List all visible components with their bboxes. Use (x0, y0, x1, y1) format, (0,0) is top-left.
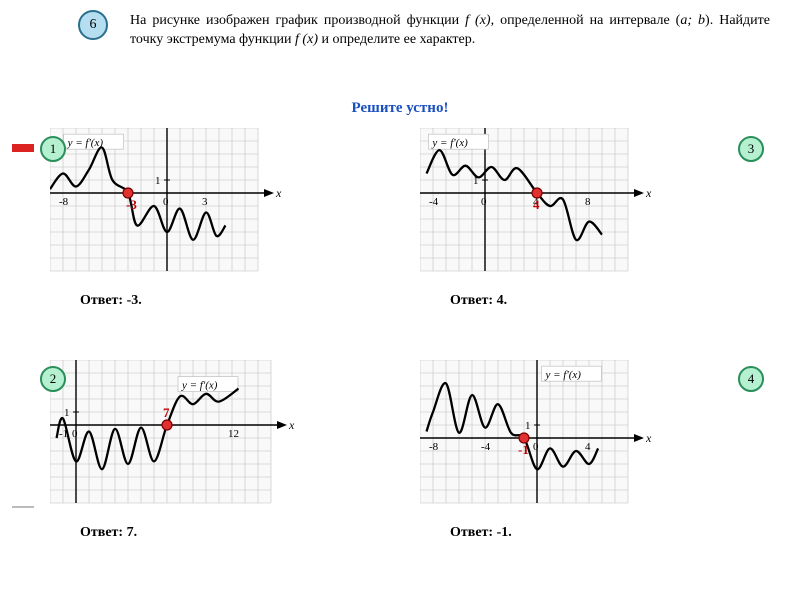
svg-text:7: 7 (163, 405, 170, 420)
chart-number-1: 1 (40, 136, 66, 162)
problem-number-main: 6 (78, 10, 108, 40)
svg-text:0: 0 (72, 428, 78, 440)
svg-text:-8: -8 (429, 441, 439, 453)
svg-text:x: x (645, 186, 652, 200)
svg-text:0: 0 (533, 441, 539, 453)
panel-2: xy-10121y = f'(x)7Ответ: 7. (50, 360, 301, 541)
task-text: На рисунке изображен график производной … (130, 12, 770, 50)
svg-text:8: 8 (585, 196, 591, 208)
svg-text:12: 12 (228, 428, 239, 440)
svg-text:4: 4 (533, 197, 540, 212)
svg-text:-8: -8 (59, 196, 69, 208)
task-post: и определите ее характер. (318, 32, 475, 47)
panel-1: xy-8031y = f'(x)-3Ответ: -3. (50, 128, 288, 309)
svg-text:1: 1 (155, 175, 161, 187)
grey-line-decoration (12, 506, 34, 508)
svg-text:y = f'(x): y = f'(x) (67, 137, 104, 149)
svg-text:y = f'(x): y = f'(x) (181, 380, 218, 392)
svg-text:x: x (288, 418, 295, 432)
task-f1: f (x) (465, 13, 490, 28)
svg-text:1: 1 (64, 407, 70, 419)
chart-4: xy-8-4041y = f'(x)-1 (420, 360, 658, 521)
svg-text:-1: -1 (518, 442, 529, 457)
problem-number-main-label: 6 (90, 17, 97, 33)
svg-text:3: 3 (202, 196, 208, 208)
task-pre: На рисунке изображен график производной … (130, 13, 465, 28)
task-ab: a; b (680, 13, 705, 28)
svg-text:0: 0 (163, 196, 169, 208)
svg-text:0: 0 (481, 196, 487, 208)
chart-3: xy-40481y = f'(x)4 (420, 128, 658, 289)
task-mid1: , определенной на интервале ( (491, 13, 681, 28)
chart-number-2: 2 (40, 366, 66, 392)
svg-text:-4: -4 (429, 196, 439, 208)
answer-3: Ответ: 4. (450, 293, 658, 309)
panel-3: xy-40481y = f'(x)4Ответ: 4. (420, 128, 658, 309)
task-f2: f (x) (295, 32, 318, 47)
svg-text:1: 1 (525, 420, 531, 432)
answer-1: Ответ: -3. (80, 293, 288, 309)
solve-oral-label: Решите устно! (0, 100, 800, 117)
svg-text:x: x (275, 186, 282, 200)
answer-4: Ответ: -1. (450, 525, 658, 541)
chart-2: xy-10121y = f'(x)7 (50, 360, 301, 521)
answer-2: Ответ: 7. (80, 525, 301, 541)
svg-text:y = f'(x): y = f'(x) (431, 137, 468, 149)
svg-text:-3: -3 (126, 197, 137, 212)
chart-number-4: 4 (738, 366, 764, 392)
chart-number-3: 3 (738, 136, 764, 162)
svg-text:x: x (645, 431, 652, 445)
chart-1: xy-8031y = f'(x)-3 (50, 128, 288, 289)
panel-4: xy-8-4041y = f'(x)-1Ответ: -1. (420, 360, 658, 541)
extremum-dot (162, 420, 172, 430)
svg-text:-4: -4 (481, 441, 491, 453)
red-dash-decoration (12, 144, 34, 152)
svg-text:4: 4 (585, 441, 591, 453)
svg-text:y = f'(x): y = f'(x) (545, 369, 582, 381)
